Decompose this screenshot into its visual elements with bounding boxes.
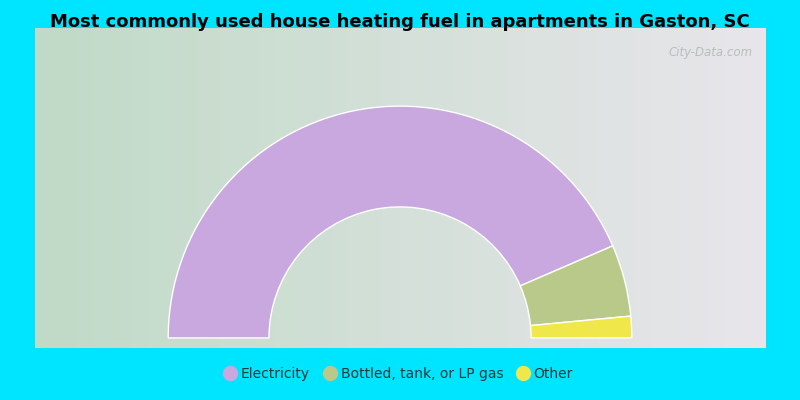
- Legend: Electricity, Bottled, tank, or LP gas, Other: Electricity, Bottled, tank, or LP gas, O…: [222, 363, 578, 385]
- Text: City-Data.com: City-Data.com: [669, 46, 753, 59]
- Wedge shape: [168, 106, 613, 338]
- Text: Most commonly used house heating fuel in apartments in Gaston, SC: Most commonly used house heating fuel in…: [50, 13, 750, 31]
- Wedge shape: [530, 316, 632, 338]
- Wedge shape: [520, 246, 630, 326]
